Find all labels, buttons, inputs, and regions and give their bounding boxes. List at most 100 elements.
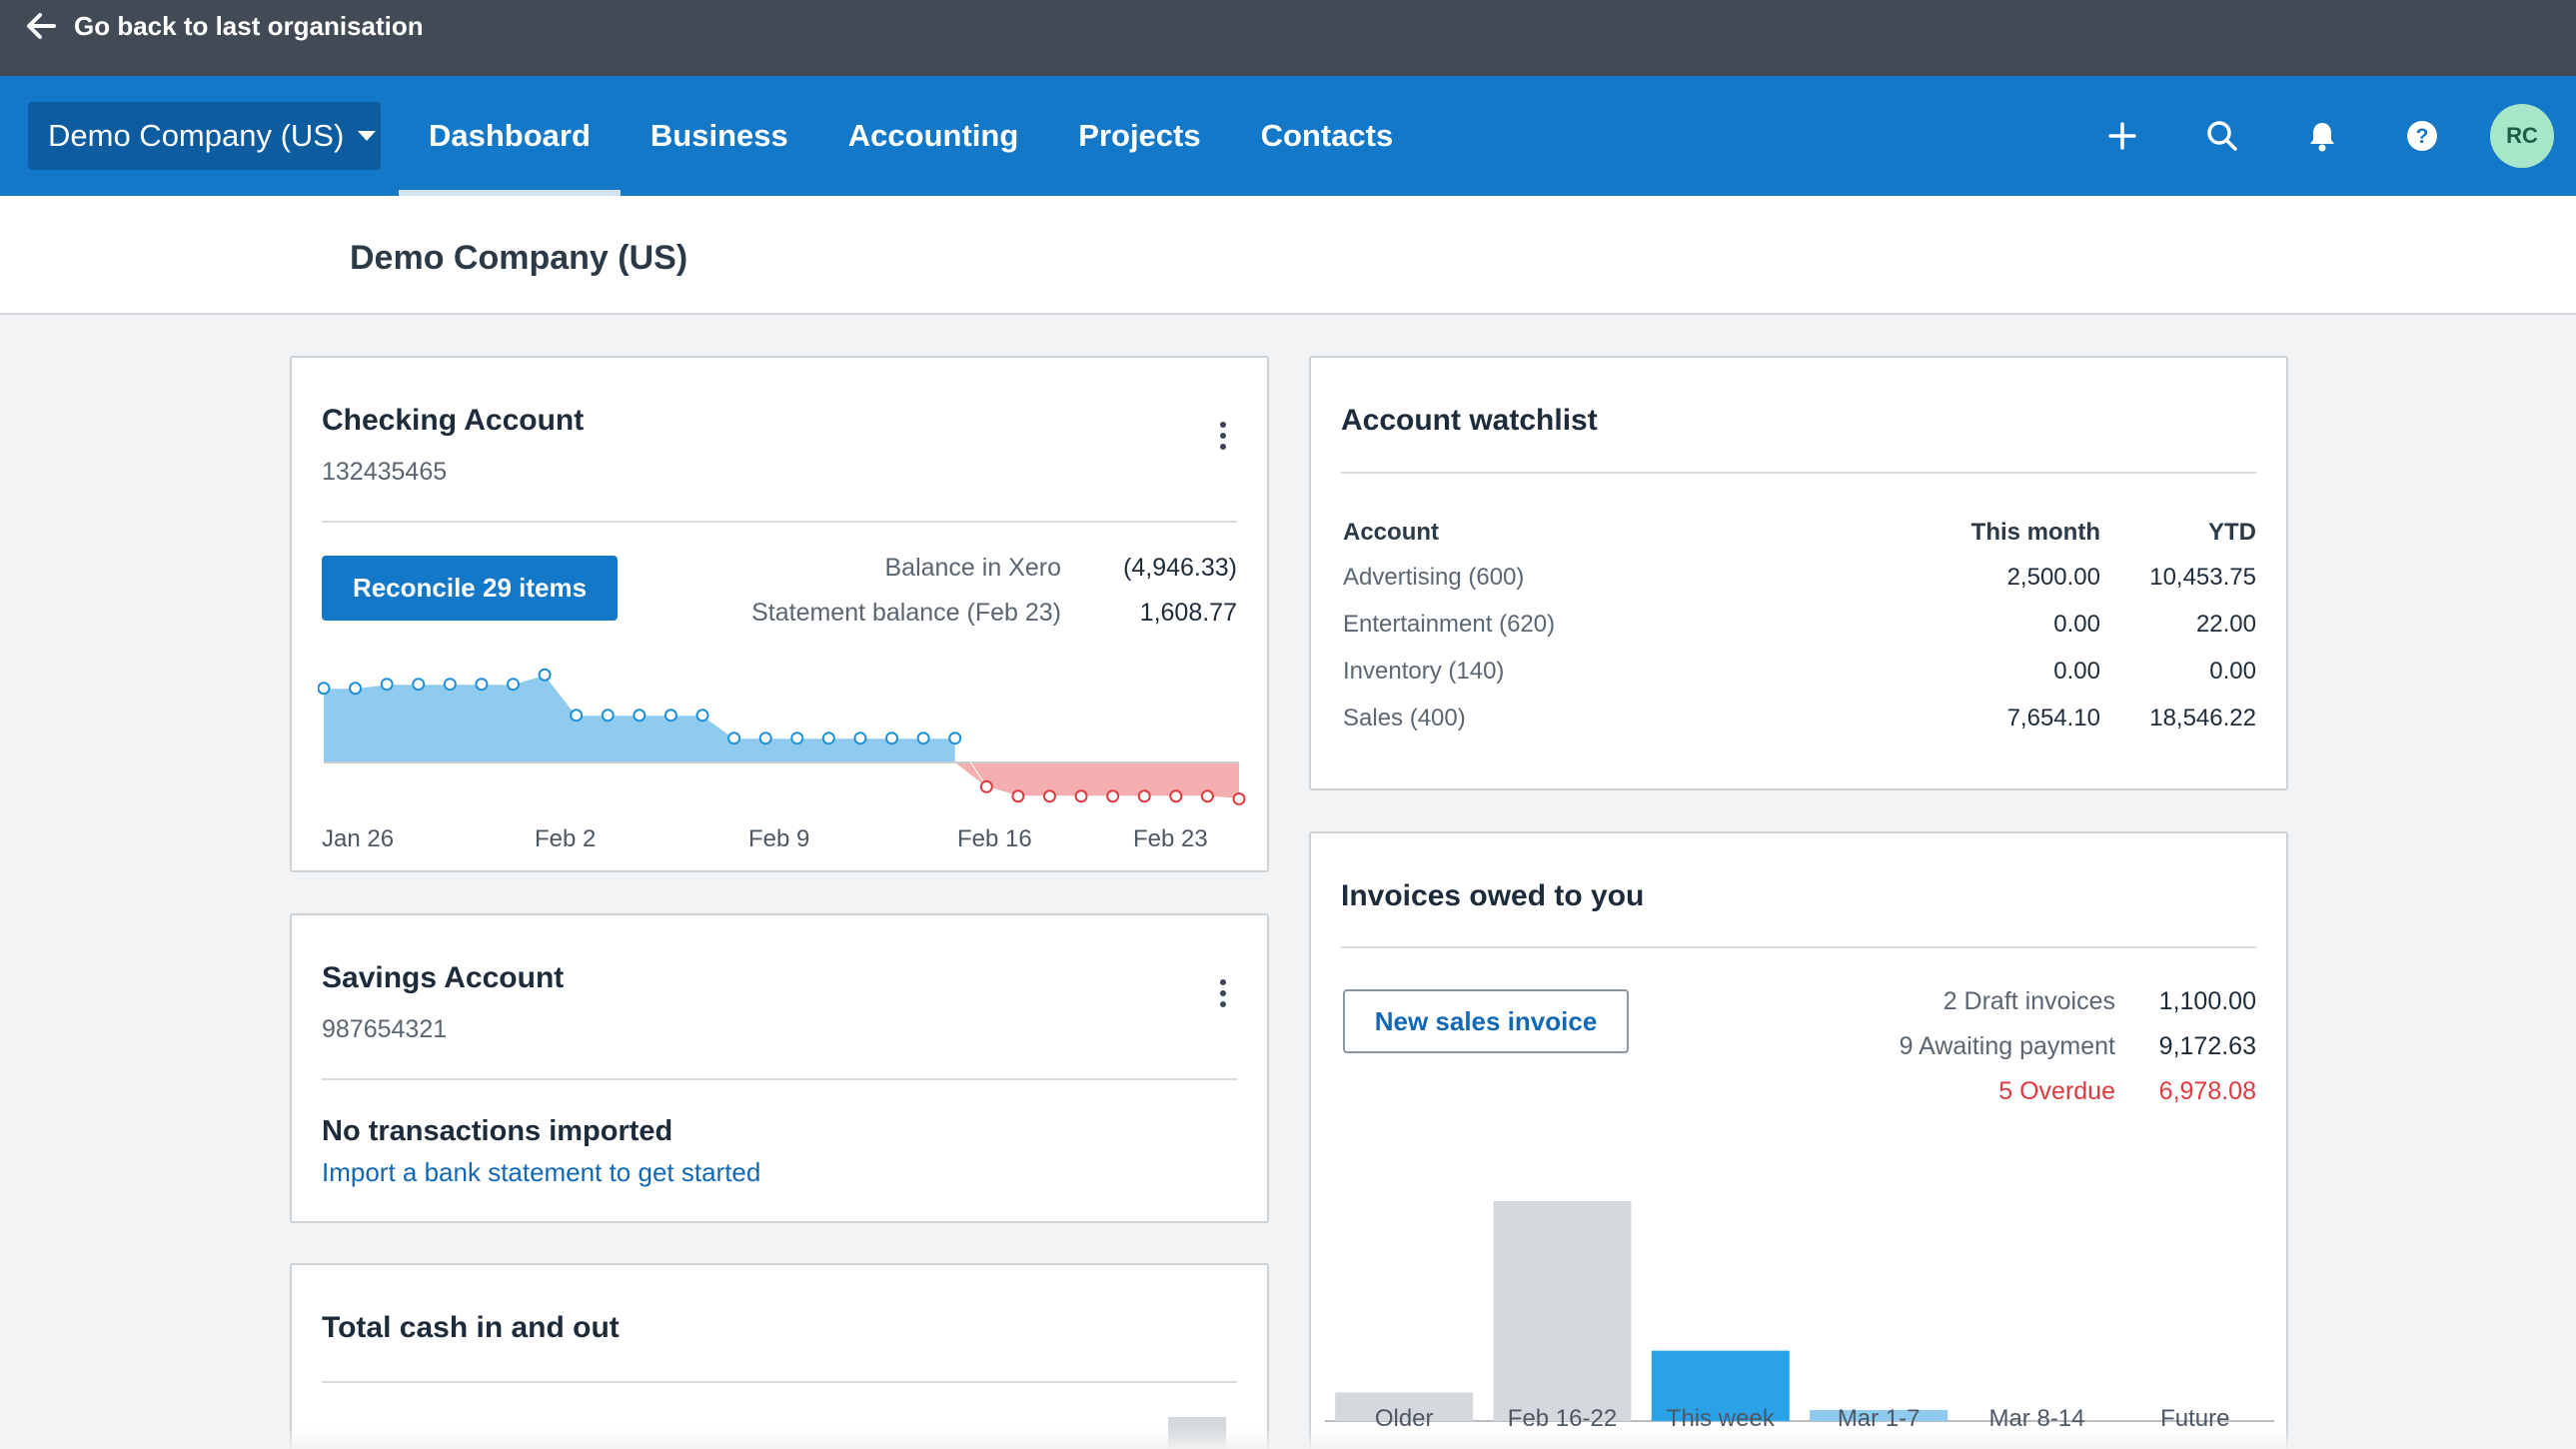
- awaiting-payment-link[interactable]: 9 Awaiting payment: [1899, 1032, 2115, 1060]
- watchlist-month: 7,654.10: [2006, 705, 2100, 731]
- bar: [1651, 1350, 1790, 1421]
- watchlist-account[interactable]: Sales (400): [1343, 705, 1466, 731]
- negative-area: [954, 762, 1239, 799]
- savings-menu-icon[interactable]: [1208, 973, 1238, 1013]
- watchlist-title[interactable]: Account watchlist: [1341, 404, 1598, 437]
- data-point: [663, 709, 677, 723]
- tab-label: Business: [649, 118, 788, 153]
- import-statement-link[interactable]: Import a bank statement to get started: [322, 1157, 761, 1187]
- tab-label: Accounting: [847, 118, 1019, 153]
- tab-dashboard[interactable]: Dashboard: [399, 76, 621, 196]
- balance-label: Balance in Xero: [884, 554, 1061, 582]
- x-tick-label: Future: [2160, 1405, 2230, 1432]
- x-tick-label: Feb 23: [1133, 825, 1208, 852]
- nav-tabs: Dashboard Business Accounting Projects C…: [399, 76, 1423, 196]
- bell-icon[interactable]: [2272, 76, 2372, 196]
- data-point: [916, 731, 930, 745]
- page-header: Demo Company (US): [0, 196, 2576, 315]
- x-tick-label: Jan 26: [322, 825, 395, 852]
- draft-invoices-value: 1,100.00: [2158, 987, 2256, 1015]
- empty-state-title: No transactions imported: [322, 1115, 673, 1147]
- divider: [1341, 472, 2256, 474]
- watchlist-account[interactable]: Advertising (600): [1343, 564, 1525, 591]
- tab-contacts[interactable]: Contacts: [1231, 76, 1424, 196]
- checking-account-number: 132435465: [322, 458, 448, 486]
- invoices-title[interactable]: Invoices owed to you: [1341, 879, 1645, 912]
- x-tick-label: Mar 8-14: [1988, 1405, 2085, 1432]
- data-point: [443, 678, 457, 692]
- help-icon[interactable]: ?: [2372, 76, 2472, 196]
- data-point: [349, 682, 363, 696]
- search-icon[interactable]: [2172, 76, 2272, 196]
- org-switcher[interactable]: Demo Company (US): [28, 102, 381, 170]
- savings-account-card: Savings Account 987654321 No transaction…: [290, 913, 1269, 1223]
- checking-menu-icon[interactable]: [1208, 416, 1238, 456]
- divider: [1341, 946, 2256, 948]
- x-tick-label: This week: [1666, 1405, 1775, 1432]
- watchlist-month: 2,500.00: [2006, 564, 2100, 591]
- back-to-org-link[interactable]: Go back to last organisation: [26, 11, 424, 42]
- balance-value: (4,946.33): [1123, 554, 1237, 582]
- data-point: [853, 731, 867, 745]
- tab-label: Dashboard: [429, 118, 591, 153]
- checking-account-title[interactable]: Checking Account: [322, 404, 585, 437]
- top-bar: Go back to last organisation: [0, 0, 2576, 76]
- data-point: [475, 678, 489, 692]
- savings-account-title[interactable]: Savings Account: [322, 961, 565, 994]
- total-cash-title[interactable]: Total cash in and out: [322, 1311, 620, 1344]
- data-point: [1200, 789, 1214, 803]
- data-point: [790, 731, 804, 745]
- column-header-this-month: This month: [1970, 519, 2100, 546]
- x-tick-label: Older: [1374, 1405, 1434, 1432]
- data-point: [601, 709, 615, 723]
- bar: [1335, 1392, 1474, 1421]
- invoices-owed-card: Invoices owed to you New sales invoice 2…: [1309, 831, 2288, 1449]
- avatar[interactable]: RC: [2490, 104, 2554, 168]
- new-sales-invoice-button[interactable]: New sales invoice: [1343, 989, 1629, 1053]
- overdue-link[interactable]: 5 Overdue: [1998, 1077, 2115, 1105]
- watchlist-month: 0.00: [2053, 658, 2100, 685]
- data-point: [758, 731, 772, 745]
- caret-down-icon: [358, 131, 377, 141]
- tab-accounting[interactable]: Accounting: [818, 76, 1049, 196]
- checking-balance-chart: [318, 668, 1246, 805]
- statement-label: Statement balance (Feb 23): [751, 599, 1061, 627]
- watchlist-ytd: 18,546.22: [2149, 705, 2256, 731]
- awaiting-payment-value: 9,172.63: [2158, 1032, 2256, 1060]
- watchlist-account[interactable]: Inventory (140): [1343, 658, 1505, 685]
- data-point: [570, 709, 584, 723]
- data-point: [380, 678, 394, 692]
- x-tick-label: Feb 2: [535, 825, 597, 852]
- x-tick-label: Feb 9: [748, 825, 810, 852]
- data-point: [1232, 791, 1246, 805]
- org-name: Demo Company (US): [48, 118, 345, 153]
- svg-text:?: ?: [2416, 125, 2429, 148]
- main-nav: Demo Company (US) Dashboard Business Acc…: [0, 76, 2576, 196]
- x-tick-label: Mar 1-7: [1837, 1405, 1921, 1432]
- data-point: [538, 668, 552, 682]
- watchlist-ytd: 0.00: [2209, 658, 2256, 685]
- data-point: [507, 678, 521, 692]
- tab-business[interactable]: Business: [621, 76, 818, 196]
- reconcile-button[interactable]: Reconcile 29 items: [322, 556, 618, 621]
- data-point: [695, 709, 709, 723]
- tab-projects[interactable]: Projects: [1048, 76, 1230, 196]
- back-label: Go back to last organisation: [74, 10, 424, 41]
- data-point: [979, 779, 993, 793]
- bar: [1810, 1410, 1948, 1421]
- watchlist-ytd: 10,453.75: [2149, 564, 2256, 591]
- watchlist-account[interactable]: Entertainment (620): [1343, 611, 1556, 638]
- watchlist-month: 0.00: [2053, 611, 2100, 638]
- data-point: [1042, 789, 1056, 803]
- data-point: [885, 731, 899, 745]
- page-title: Demo Company (US): [350, 239, 688, 277]
- draft-invoices-link[interactable]: 2 Draft invoices: [1942, 987, 2115, 1015]
- divider: [322, 1381, 1237, 1383]
- account-watchlist-card: Account watchlist Account This month YTD…: [1309, 356, 2288, 790]
- statement-value: 1,608.77: [1139, 599, 1237, 627]
- data-point: [1106, 789, 1120, 803]
- plus-icon[interactable]: [2072, 76, 2172, 196]
- bar: [1493, 1201, 1632, 1421]
- cash-chart-bar: [1168, 1417, 1226, 1449]
- arrow-left-icon: [27, 13, 56, 39]
